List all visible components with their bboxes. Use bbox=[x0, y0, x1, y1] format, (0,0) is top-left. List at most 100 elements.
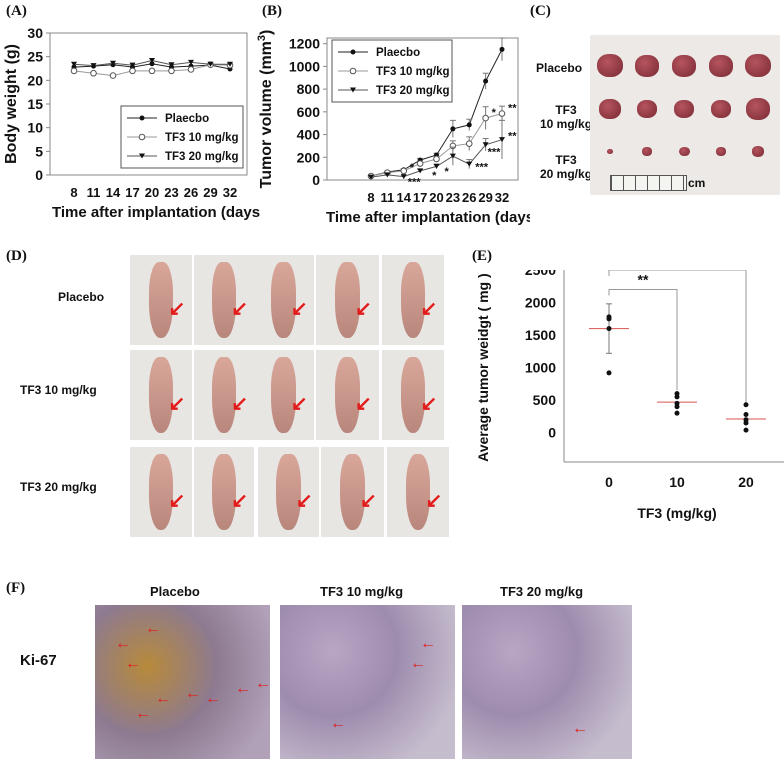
data-point bbox=[482, 142, 489, 148]
data-point bbox=[465, 140, 473, 147]
significance-mark: *** bbox=[475, 161, 489, 173]
data-point bbox=[188, 59, 194, 65]
x-tick-label: 17 bbox=[413, 190, 427, 205]
x-tick-label: 0 bbox=[605, 474, 613, 490]
mouse bbox=[212, 262, 236, 338]
red-arrow-icon: ↙ bbox=[355, 392, 372, 415]
red-arrow-icon: ← bbox=[420, 635, 436, 652]
data-point bbox=[70, 67, 78, 75]
data-point bbox=[743, 402, 749, 408]
red-arrow-icon: ↙ bbox=[231, 489, 248, 512]
panel-label-e: (E) bbox=[472, 248, 492, 264]
y-axis-title: Body weight (g) bbox=[3, 44, 20, 164]
c-row-tf3-20: TF3 20 mg/kg bbox=[540, 153, 593, 181]
red-arrow-icon: ↙ bbox=[231, 297, 248, 320]
tumor bbox=[599, 99, 621, 119]
y-tick-label: 200 bbox=[297, 149, 321, 165]
mouse-photo: ↙ bbox=[316, 350, 379, 440]
y-tick-label: 10 bbox=[27, 120, 43, 136]
mouse bbox=[212, 357, 236, 433]
y-tick-label: 0 bbox=[35, 167, 43, 183]
x-tick-label: 32 bbox=[495, 190, 509, 205]
x-tick-label: 29 bbox=[478, 190, 492, 205]
significance-mark: *** bbox=[488, 146, 502, 158]
x-axis-title: TF3 (mg/kg) bbox=[637, 505, 716, 521]
significance-mark: *** bbox=[408, 177, 422, 189]
significance-mark: ** bbox=[508, 131, 517, 143]
y-tick-label: 1200 bbox=[289, 36, 320, 52]
panel-label-b: (B) bbox=[262, 3, 282, 19]
red-arrow-icon: ← bbox=[135, 705, 151, 722]
x-tick-label: 26 bbox=[184, 185, 198, 200]
red-arrow-icon: ← bbox=[125, 655, 141, 672]
data-point bbox=[71, 61, 77, 67]
mouse bbox=[334, 357, 361, 433]
y-tick-label: 0 bbox=[312, 172, 320, 188]
f-row-ki67: Ki-67 bbox=[20, 652, 57, 669]
data-point bbox=[384, 172, 391, 178]
red-arrow-icon: ↙ bbox=[168, 297, 186, 320]
y-tick-label: 1000 bbox=[525, 360, 556, 376]
significance-mark: ** bbox=[638, 272, 649, 288]
x-tick-label: 10 bbox=[669, 474, 685, 490]
legend-marker bbox=[350, 87, 356, 93]
red-arrow-icon: ↙ bbox=[290, 297, 308, 320]
data-point bbox=[499, 137, 505, 143]
x-tick-label: 14 bbox=[397, 190, 412, 205]
x-tick-label: 20 bbox=[145, 185, 159, 200]
x-tick-label: 26 bbox=[462, 190, 476, 205]
data-point bbox=[606, 326, 612, 332]
mouse-photo: ↙ bbox=[382, 350, 444, 440]
tumor bbox=[752, 146, 764, 157]
mouse-photo: ↙ bbox=[321, 447, 384, 537]
legend-label: Plaecbo bbox=[165, 113, 209, 125]
red-arrow-icon: ↙ bbox=[420, 392, 438, 415]
ki67-image: ← ← ← bbox=[280, 605, 455, 759]
mouse bbox=[400, 262, 426, 338]
red-arrow-icon: ← bbox=[235, 680, 251, 697]
data-point bbox=[368, 174, 374, 180]
data-point bbox=[433, 163, 440, 169]
data-point bbox=[743, 411, 749, 417]
mouse bbox=[148, 357, 174, 433]
x-tick-label: 23 bbox=[446, 190, 460, 205]
tumor bbox=[642, 147, 652, 156]
d-row-tf3-20: TF3 20 mg/kg bbox=[20, 480, 97, 494]
scale-unit: cm bbox=[688, 176, 706, 190]
x-tick-label: 32 bbox=[223, 185, 237, 200]
chart-tumor-weight: 0 500 1000 1500 2000 2500 0 10 20 TF3 (mg/kg) Aver… bbox=[475, 270, 784, 521]
plot-frame bbox=[326, 37, 519, 181]
mouse-photo: ↙ bbox=[387, 447, 449, 537]
mouse bbox=[148, 262, 174, 338]
data-point bbox=[129, 67, 136, 75]
red-arrow-icon: ↙ bbox=[355, 297, 372, 320]
data-point bbox=[606, 316, 612, 322]
data-point bbox=[674, 410, 680, 416]
data-point bbox=[207, 61, 214, 67]
mouse bbox=[271, 262, 296, 338]
data-point bbox=[148, 67, 156, 75]
significance-mark: * bbox=[410, 162, 415, 174]
tumor bbox=[635, 55, 659, 77]
data-point bbox=[498, 110, 506, 117]
data-point bbox=[743, 427, 749, 433]
data-point bbox=[400, 167, 408, 175]
y-tick-label: 15 bbox=[27, 96, 43, 112]
tumor bbox=[672, 55, 696, 77]
y-tick-label: 5 bbox=[35, 143, 43, 159]
x-tick-label: 11 bbox=[381, 190, 395, 205]
y-axis-title: Tumor volume (mm3) bbox=[256, 30, 275, 189]
tumor bbox=[746, 98, 770, 120]
tumor bbox=[716, 147, 726, 156]
x-tick-label: 20 bbox=[738, 474, 754, 490]
red-arrow-icon: ← bbox=[115, 635, 131, 652]
data-point bbox=[90, 69, 97, 77]
data-point bbox=[674, 394, 680, 400]
tumor bbox=[711, 100, 731, 118]
mouse bbox=[400, 357, 426, 433]
red-arrow-icon: ← bbox=[155, 690, 171, 707]
data-point bbox=[400, 174, 407, 180]
significance-bracket bbox=[608, 270, 747, 407]
y-tick-label: 500 bbox=[533, 392, 557, 408]
legend-label: TF3 10 mg/kg bbox=[165, 132, 239, 144]
